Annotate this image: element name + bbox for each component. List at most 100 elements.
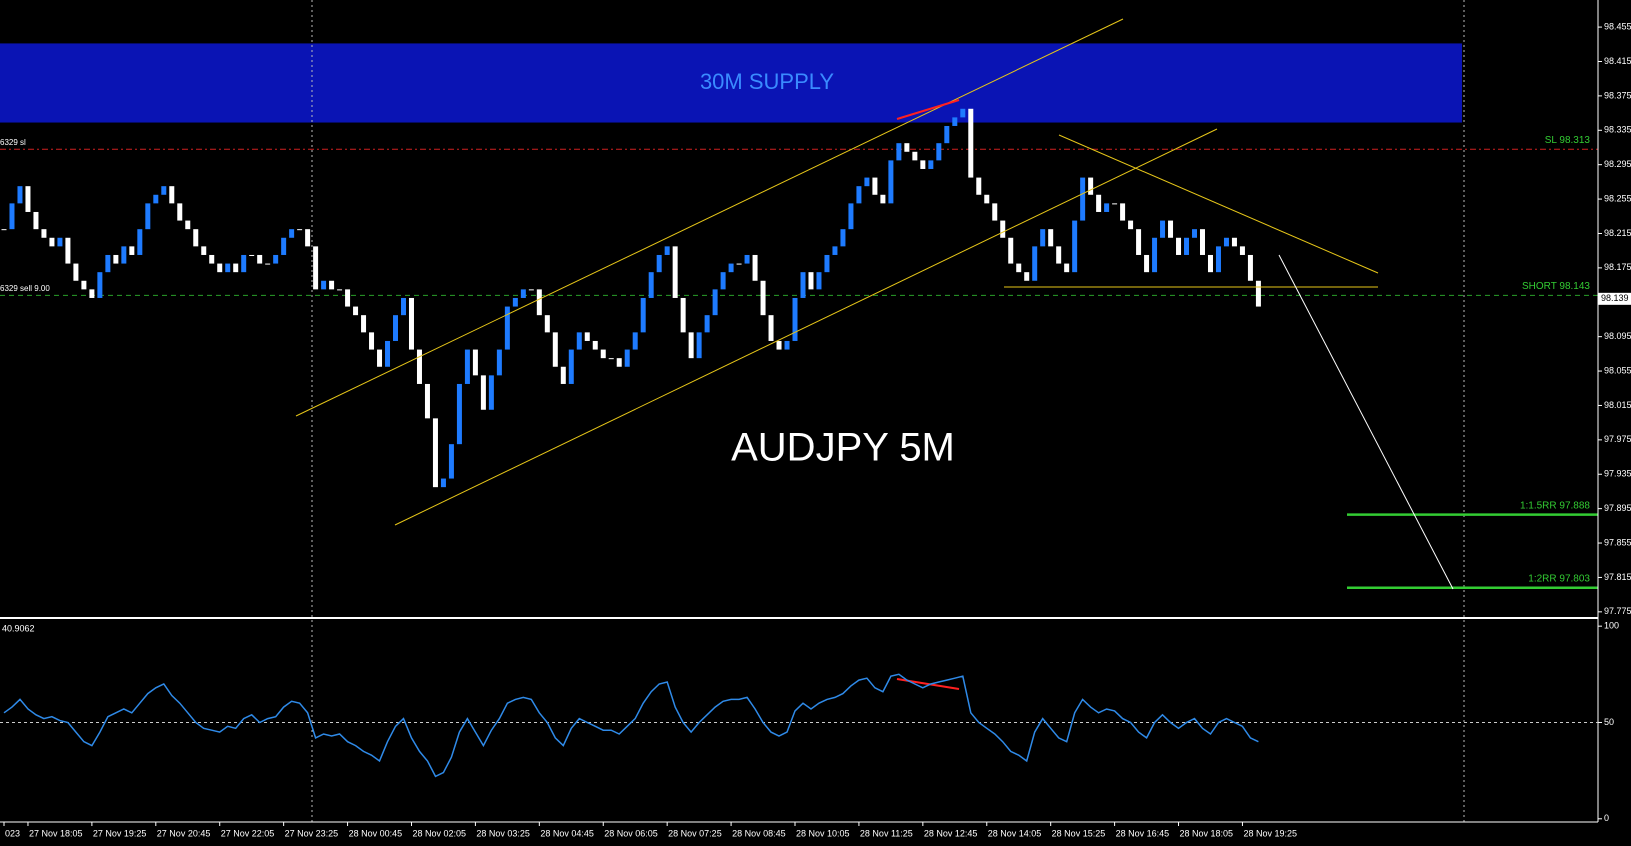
candle [408, 297, 414, 350]
candle [97, 272, 103, 298]
candle [297, 229, 303, 231]
candle [273, 254, 279, 264]
candle [1000, 220, 1006, 238]
candle [1056, 246, 1062, 264]
level-label: SHORT 98.143 [1522, 281, 1590, 292]
candle [728, 263, 734, 273]
candle [704, 315, 710, 333]
rsi-value: 40.9062 [2, 623, 35, 633]
candle [896, 143, 902, 161]
candle [377, 349, 383, 367]
y-tick-label: 97.935 [1604, 469, 1631, 479]
candle [265, 263, 271, 265]
candle [305, 229, 311, 247]
candle [936, 143, 942, 161]
y-tick-label: 97.855 [1604, 537, 1631, 547]
symbol-label: AUDJPY 5M [731, 426, 955, 470]
candle [776, 340, 782, 350]
candle [624, 349, 630, 367]
x-tick-label: 28 Nov 15:25 [1052, 828, 1106, 838]
candle [504, 306, 510, 350]
candle [680, 297, 686, 333]
candle [33, 211, 39, 230]
candle [209, 254, 215, 264]
candle [105, 254, 111, 273]
candle [568, 349, 574, 384]
y-tick-label: 98.095 [1604, 331, 1631, 341]
x-tick-label: 28 Nov 14:05 [988, 828, 1042, 838]
order-note: 6329 sell 9.00 [0, 284, 50, 293]
candle [840, 229, 846, 247]
candle [1152, 237, 1158, 273]
candle [145, 203, 151, 230]
x-tick-label: 28 Nov 16:45 [1116, 828, 1170, 838]
candle [848, 203, 854, 230]
x-tick-label: 28 Nov 04:45 [540, 828, 594, 838]
candle [576, 332, 582, 350]
candle [241, 254, 247, 273]
candle [9, 203, 15, 230]
candle [1024, 272, 1030, 281]
candle [1040, 229, 1046, 247]
x-tick-label: 28 Nov 03:25 [476, 828, 530, 838]
candle [89, 289, 95, 298]
current-price-label: 98.139 [1601, 293, 1629, 303]
triangle-upper [1058, 134, 1379, 274]
candle [736, 263, 742, 265]
candle [121, 246, 127, 264]
candle [488, 375, 494, 410]
candle [400, 297, 406, 316]
order-note: 6329 sl [0, 138, 26, 147]
y-tick-label: 98.255 [1604, 193, 1631, 203]
candle [544, 315, 550, 333]
candle [784, 340, 790, 350]
candle [233, 263, 239, 273]
x-tick-label: 28 Nov 12:45 [924, 828, 978, 838]
candle [345, 289, 351, 307]
candle [1215, 246, 1221, 273]
x-tick-label: 28 Nov 19:25 [1243, 828, 1297, 838]
candle [792, 297, 798, 341]
candle-layer [1, 108, 1261, 488]
candle [944, 125, 950, 144]
candle [137, 229, 143, 255]
channel-lower [394, 128, 1218, 526]
candle [1008, 237, 1014, 264]
x-tick-label: 28 Nov 18:05 [1180, 828, 1234, 838]
x-tick-label: 28 Nov 06:05 [604, 828, 658, 838]
candle [1088, 177, 1094, 195]
candle [1104, 203, 1110, 212]
candle [528, 289, 534, 291]
candle [257, 254, 263, 264]
candle [800, 272, 806, 298]
candle [560, 366, 566, 384]
candle [920, 160, 926, 169]
candle [696, 332, 702, 359]
candle [1207, 254, 1213, 273]
candle [1120, 203, 1126, 221]
candle [1136, 229, 1142, 255]
candle [664, 246, 670, 255]
x-tick-label: 27 Nov 19:25 [93, 828, 147, 838]
candle [193, 229, 199, 247]
candle [808, 272, 814, 290]
candle [169, 186, 175, 204]
x-tick-label: 27 Nov 22:05 [221, 828, 275, 838]
zone-layer: 30M SUPPLY [0, 43, 1462, 123]
candle [281, 237, 287, 255]
candle [161, 186, 167, 195]
y-tick-label: 97.975 [1604, 434, 1631, 444]
candle [1048, 229, 1054, 247]
candle [1223, 237, 1229, 247]
candle [201, 246, 207, 255]
candle [976, 177, 982, 195]
candle [385, 340, 391, 367]
candle [416, 349, 422, 384]
candle [1199, 229, 1205, 255]
x-tick-label: 27 Nov 20:45 [157, 828, 211, 838]
candle [888, 160, 894, 204]
candle [41, 229, 47, 238]
candle [321, 280, 327, 290]
candle [185, 220, 191, 230]
